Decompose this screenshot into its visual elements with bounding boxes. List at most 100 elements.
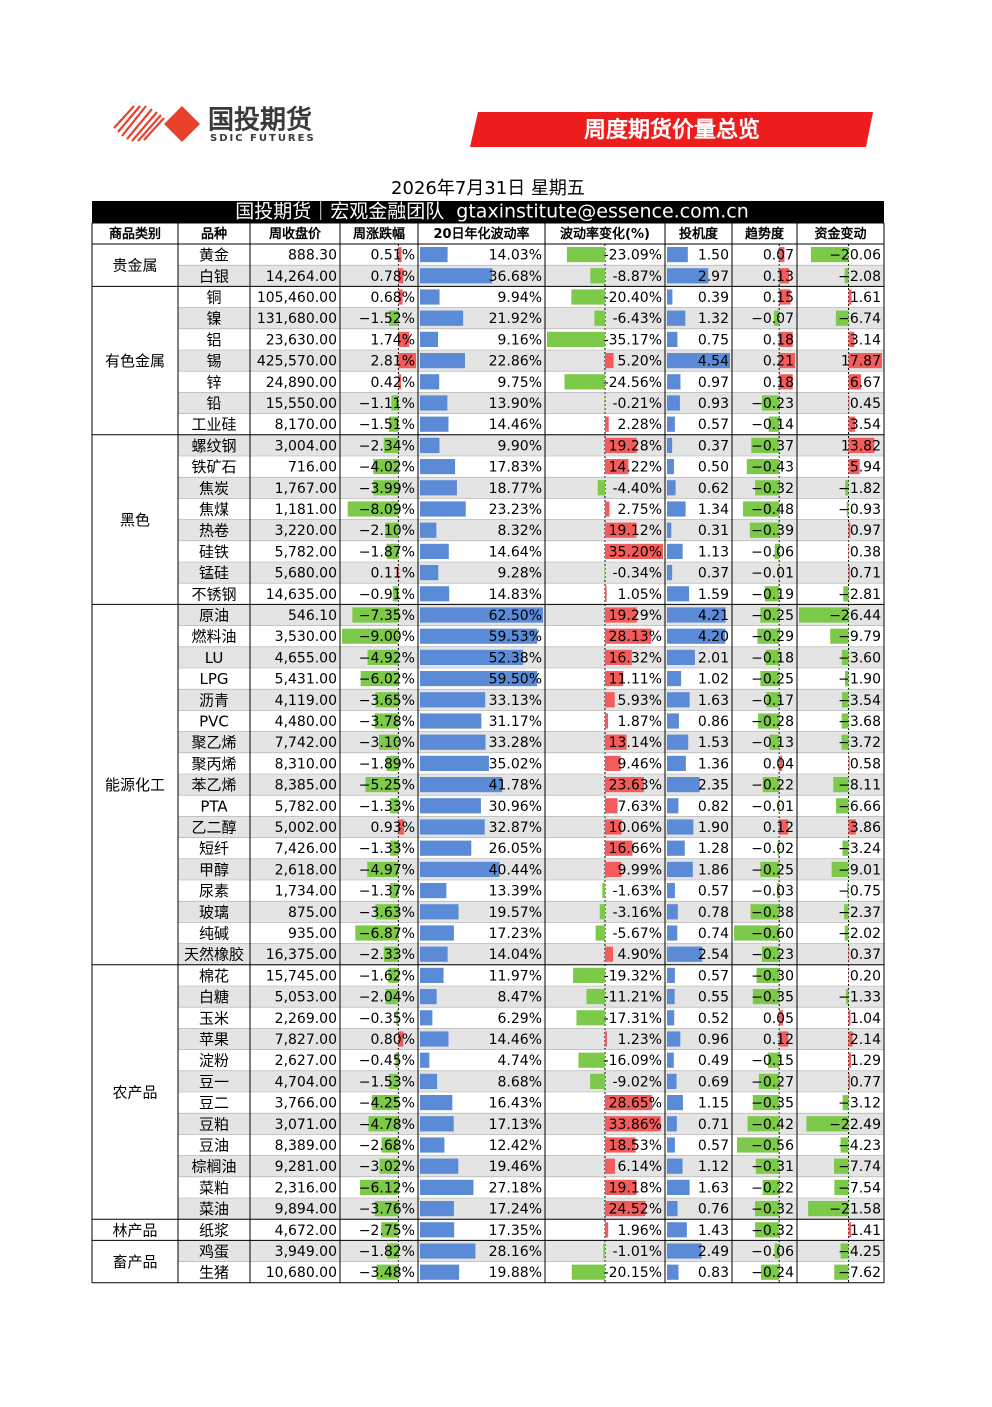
logo-subtext: SDIC FUTURES xyxy=(210,133,316,144)
data-bar xyxy=(602,883,605,898)
product-name: 沥青 xyxy=(199,691,229,709)
data-bar xyxy=(420,1159,458,1174)
cell-value: 0.97 xyxy=(850,523,881,539)
data-bar xyxy=(420,1201,454,1216)
data-bar xyxy=(605,501,610,516)
cell-value: 2.54 xyxy=(698,947,729,963)
product-name: 短纤 xyxy=(199,840,229,858)
cell-value: 3,220.00 xyxy=(275,523,337,539)
category-name: 农产品 xyxy=(112,1084,157,1102)
cell-value: 33.28% xyxy=(489,735,542,751)
cell-value: 0.68% xyxy=(371,290,415,306)
data-bar xyxy=(667,1265,679,1280)
cell-value: 30.96% xyxy=(489,799,542,815)
product-name: 焦炭 xyxy=(199,479,229,497)
cell-value: 14.04% xyxy=(489,947,542,963)
cell-value: −0.22 xyxy=(751,778,794,794)
product-name: 尿素 xyxy=(199,882,229,900)
data-bar xyxy=(578,1053,605,1068)
cell-value: −3.68 xyxy=(838,714,881,730)
cell-value: -4.40% xyxy=(612,481,662,497)
cell-value: 3.54 xyxy=(850,417,881,433)
cell-value: 2.14 xyxy=(850,1032,881,1048)
data-bar xyxy=(420,523,436,538)
product-name: LU xyxy=(205,649,224,667)
team-text: 国投期货｜宏观金融团队 gtaxinstitute@essence.com.cn xyxy=(235,201,749,223)
cell-value: −1.37% xyxy=(359,884,415,900)
product-name: 锌 xyxy=(206,373,221,391)
cell-value: −3.76% xyxy=(359,1202,415,1218)
product-name: 豆二 xyxy=(199,1094,229,1112)
cell-value: −0.60 xyxy=(751,926,794,942)
cell-value: −4.92% xyxy=(359,650,415,666)
cell-value: −1.51% xyxy=(359,417,415,433)
cell-value: 14.83% xyxy=(489,587,542,603)
cell-value: 131,680.00 xyxy=(257,311,337,327)
product-name: 淀粉 xyxy=(199,1052,229,1070)
data-bar xyxy=(667,904,678,919)
cell-value: 23.63% xyxy=(609,778,662,794)
cell-value: 1.86 xyxy=(698,862,729,878)
cell-value: 3.86 xyxy=(850,820,881,836)
cell-value: 1.12 xyxy=(698,1159,729,1175)
category-name: 有色金属 xyxy=(105,352,165,370)
cell-value: 13.90% xyxy=(489,396,542,412)
cell-value: 0.80% xyxy=(371,1032,415,1048)
product-name: 黄金 xyxy=(199,246,229,264)
cell-value: 0.71 xyxy=(698,1117,729,1133)
cell-value: 2.81% xyxy=(371,354,415,370)
cell-value: −1.82 xyxy=(838,481,881,497)
data-bar xyxy=(667,289,672,304)
cell-value: 6.29% xyxy=(498,1011,542,1027)
product-name: 豆一 xyxy=(199,1073,229,1091)
cell-value: −0.29 xyxy=(751,629,794,645)
data-bar xyxy=(571,289,605,304)
cell-value: −0.03 xyxy=(751,884,794,900)
cell-value: 2.97 xyxy=(698,269,729,285)
cell-value: 32.87% xyxy=(489,820,542,836)
cell-value: 17.13% xyxy=(489,1117,542,1133)
cell-value: 36.68% xyxy=(489,269,542,285)
cell-value: −22.49 xyxy=(829,1117,881,1133)
cell-value: −0.31 xyxy=(751,1159,794,1175)
cell-value: −3.99% xyxy=(359,481,415,497)
cell-value: 5.20% xyxy=(618,354,662,370)
product-name: 纸浆 xyxy=(199,1221,229,1239)
cell-value: 2.75% xyxy=(618,502,662,518)
cell-value: −0.06 xyxy=(751,1244,794,1260)
column-header: 波动率变化(%) xyxy=(560,226,650,242)
cell-value: 14.46% xyxy=(489,417,542,433)
cell-value: 1.04 xyxy=(850,1011,881,1027)
cell-value: −3.10% xyxy=(359,735,415,751)
cell-value: −0.37 xyxy=(751,438,794,454)
data-bar xyxy=(667,883,675,898)
cell-value: 5,782.00 xyxy=(275,799,337,815)
data-bar xyxy=(420,480,457,495)
cell-value: 9.46% xyxy=(618,756,662,772)
cell-value: 3.14 xyxy=(850,332,881,348)
cell-value: -35.17% xyxy=(604,332,662,348)
cell-value: 41.78% xyxy=(489,778,542,794)
data-bar xyxy=(420,904,459,919)
cell-value: 1,181.00 xyxy=(275,502,337,518)
data-bar xyxy=(598,480,605,495)
data-bar xyxy=(420,968,444,983)
cell-value: −0.42 xyxy=(751,1117,794,1133)
cell-value: 0.38 xyxy=(850,544,881,560)
cell-value: 0.93 xyxy=(698,396,729,412)
cell-value: −3.12 xyxy=(838,1096,881,1112)
cell-value: 1.43 xyxy=(698,1223,729,1239)
cell-value: 1.53 xyxy=(698,735,729,751)
data-bar xyxy=(590,268,605,283)
cell-value: 1,734.00 xyxy=(275,884,337,900)
cell-value: 0.15 xyxy=(763,290,794,306)
cell-value: 0.18 xyxy=(763,375,794,391)
date: 2026年7月31日 星期五 xyxy=(391,178,585,199)
data-bar xyxy=(420,692,485,707)
data-bar xyxy=(564,374,604,389)
data-bar xyxy=(420,586,449,601)
product-name: 玻璃 xyxy=(199,903,229,921)
data-bar xyxy=(667,671,681,686)
cell-value: 1.15 xyxy=(698,1096,729,1112)
cell-value: 5,782.00 xyxy=(275,544,337,560)
